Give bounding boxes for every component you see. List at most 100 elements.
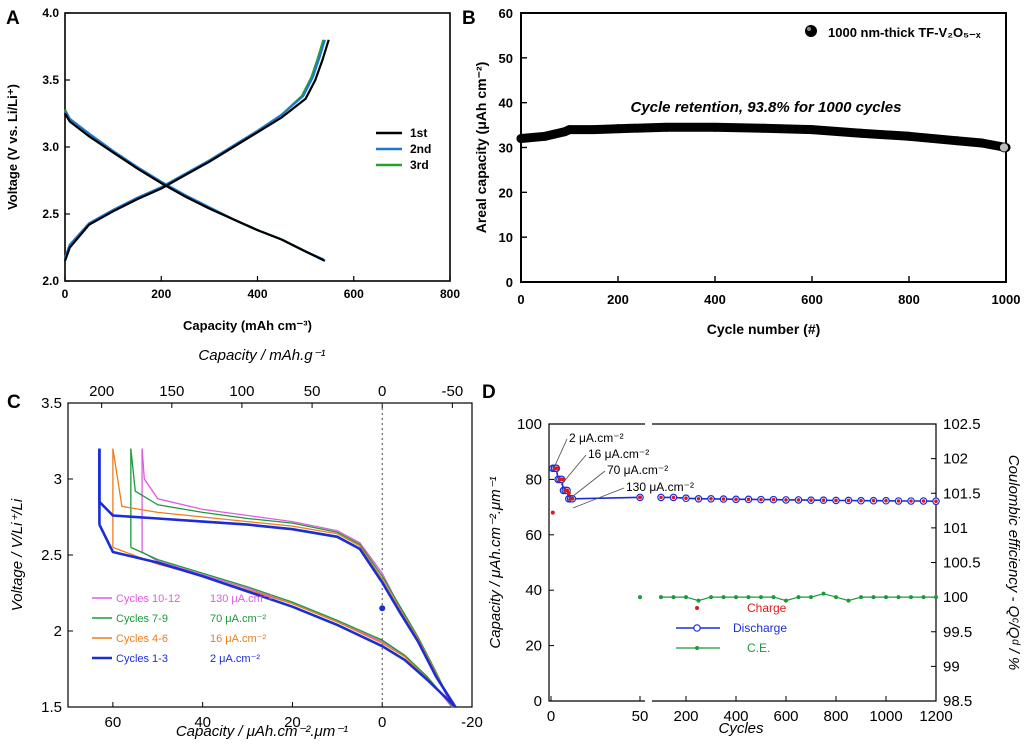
- y2-tick-label-d: 102: [943, 451, 968, 468]
- series-line-2nd-charge: [63, 39, 326, 259]
- x2-tick-label-c: 100: [229, 383, 254, 400]
- data-point-b: [904, 131, 914, 141]
- data-point-charge: [638, 495, 642, 500]
- rate-label-d: 70 μA.cm⁻²: [607, 463, 668, 477]
- plot-frame-b: [520, 12, 1007, 283]
- x-tick-label-a: 0: [62, 287, 69, 301]
- legend-marker-highlight-b: [807, 27, 811, 31]
- x-tick-label-c: 60: [105, 714, 122, 731]
- data-point-b: [977, 138, 987, 148]
- legend-rate-c: 2 μA.cm⁻²: [210, 653, 260, 665]
- data-point-ce: [746, 595, 751, 600]
- x-tick-label-c: 20: [284, 714, 301, 731]
- x2-axis-label-c: Capacity / mAh.g⁻¹: [198, 347, 325, 364]
- y2-tick-label-d: 101: [943, 520, 968, 537]
- data-point-charge-long: [784, 498, 788, 502]
- series-line-2nd-discharge: [64, 110, 325, 261]
- x-tick-label-c: 40: [194, 714, 211, 731]
- plot-frame-d-right: [652, 423, 937, 702]
- data-point-charge-long: [659, 495, 663, 500]
- data-point-charge-long: [859, 498, 863, 503]
- y-tick-label-d: 0: [534, 693, 542, 710]
- y-tick-label-d: 80: [525, 471, 542, 488]
- panel-letter-a: A: [6, 8, 20, 29]
- data-point-ce: [671, 595, 676, 600]
- rate-leader-d: [552, 438, 568, 471]
- rate-label-d: 16 μA.cm⁻²: [588, 447, 649, 461]
- rate-leader-d: [572, 487, 625, 509]
- x-axis-label-a: Capacity (mAh cm⁻³): [183, 318, 312, 333]
- y-tick-label-b: 60: [499, 6, 513, 21]
- panel-b: B 0 200 400 600 800 1000 0 10 20 30 40 50 60 Cycle num…: [462, 6, 1020, 337]
- data-point-charge-long: [871, 498, 876, 503]
- y-tick-label-a: 3.5: [42, 73, 59, 87]
- data-point-charge-long: [934, 499, 938, 504]
- data-point-charge-long: [809, 498, 813, 502]
- x2-tick-label-c: 150: [159, 383, 184, 400]
- x-axis-label-d: Cycles: [718, 720, 764, 737]
- data-point-charge-long: [721, 497, 726, 501]
- data-point-charge-long: [771, 497, 776, 502]
- legend-name-c: Cycles 1-3: [116, 653, 168, 665]
- x-tick-label-d: 600: [773, 708, 798, 725]
- legend-label-b: 1000 nm-thick TF-V₂O₅₋ₓ: [828, 25, 981, 40]
- series-line-1st-discharge: [64, 112, 326, 262]
- y-axis-label-b: Areal capacity (μAh cm⁻²): [473, 62, 489, 234]
- y-tick-label-c: 2.5: [41, 547, 62, 564]
- y2-tick-label-d: 100.5: [943, 555, 981, 572]
- x-tick-label-b: 200: [607, 292, 629, 307]
- data-point-charge-long: [734, 497, 738, 502]
- y-tick-label-b: 30: [499, 141, 513, 156]
- data-point-charge-long: [909, 499, 913, 503]
- legend-label-a: 1st: [410, 126, 427, 140]
- x-tick-label-a: 400: [247, 287, 267, 301]
- legend-label-charge: Charge: [747, 601, 787, 615]
- x-tick-label-b: 0: [517, 292, 524, 307]
- data-point-ce: [659, 595, 663, 600]
- series-line-3rd-charge: [63, 39, 325, 259]
- series-line-c-discharge: [112, 448, 455, 708]
- data-point-ce: [796, 595, 801, 600]
- data-point-ce: [821, 591, 826, 596]
- x2-tick-label-c: 200: [89, 383, 114, 400]
- data-point-charge-long: [671, 495, 676, 500]
- data-point-charge-long: [821, 498, 826, 502]
- data-point-ce: [721, 595, 726, 600]
- data-point-charge-long: [884, 498, 888, 503]
- y-axis-label-a: Voltage (V vs. Li/Li⁺): [5, 84, 20, 210]
- data-point-c: [379, 605, 386, 612]
- y-tick-label-c: 3: [54, 471, 62, 488]
- data-point-ce: [884, 595, 888, 600]
- y2-tick-label-d: 99: [943, 658, 960, 675]
- data-point-charge: [566, 491, 571, 496]
- y2-tick-label-d: 98.5: [943, 693, 972, 710]
- data-point-ce: [846, 598, 851, 603]
- y-axis-label-d: Capacity / μAh.cm⁻².μm⁻¹: [487, 476, 504, 648]
- data-point-b: [856, 128, 865, 138]
- x-tick-label-d: 50: [632, 708, 649, 725]
- legend-name-c: Cycles 10-12: [116, 593, 180, 605]
- y2-tick-label-d: 102.5: [943, 416, 981, 433]
- data-point-ce: [684, 595, 688, 600]
- x-tick-label-c: -20: [461, 714, 483, 731]
- series-line-c-discharge: [130, 448, 454, 708]
- y2-axis-label-d: Coulombic efficiency - Qᶜ/Qᵈ / %: [1005, 455, 1022, 671]
- annotation-retention: Cycle retention, 93.8% for 1000 cycles: [631, 99, 902, 116]
- legend-name-c: Cycles 7-9: [116, 613, 168, 625]
- data-point-charge: [550, 510, 555, 515]
- panel-letter-c: C: [7, 392, 21, 413]
- y-tick-label-c: 2: [54, 623, 62, 640]
- data-point-ce: [734, 595, 738, 600]
- y-tick-label-a: 2.0: [42, 274, 59, 288]
- data-point-charge-long: [759, 497, 763, 502]
- y-tick-label-c: 3.5: [41, 395, 62, 412]
- y2-tick-label-d: 101.5: [943, 485, 981, 502]
- data-point-ce: [896, 595, 901, 600]
- x-tick-label-a: 800: [440, 287, 460, 301]
- legend-rate-c: 130 μA.cm⁻²: [210, 593, 273, 605]
- series-line-c-discharge: [98, 448, 457, 708]
- y-tick-label-b: 50: [499, 51, 513, 66]
- x2-tick-label-c: 0: [378, 383, 386, 400]
- panel-letter-b: B: [462, 8, 476, 29]
